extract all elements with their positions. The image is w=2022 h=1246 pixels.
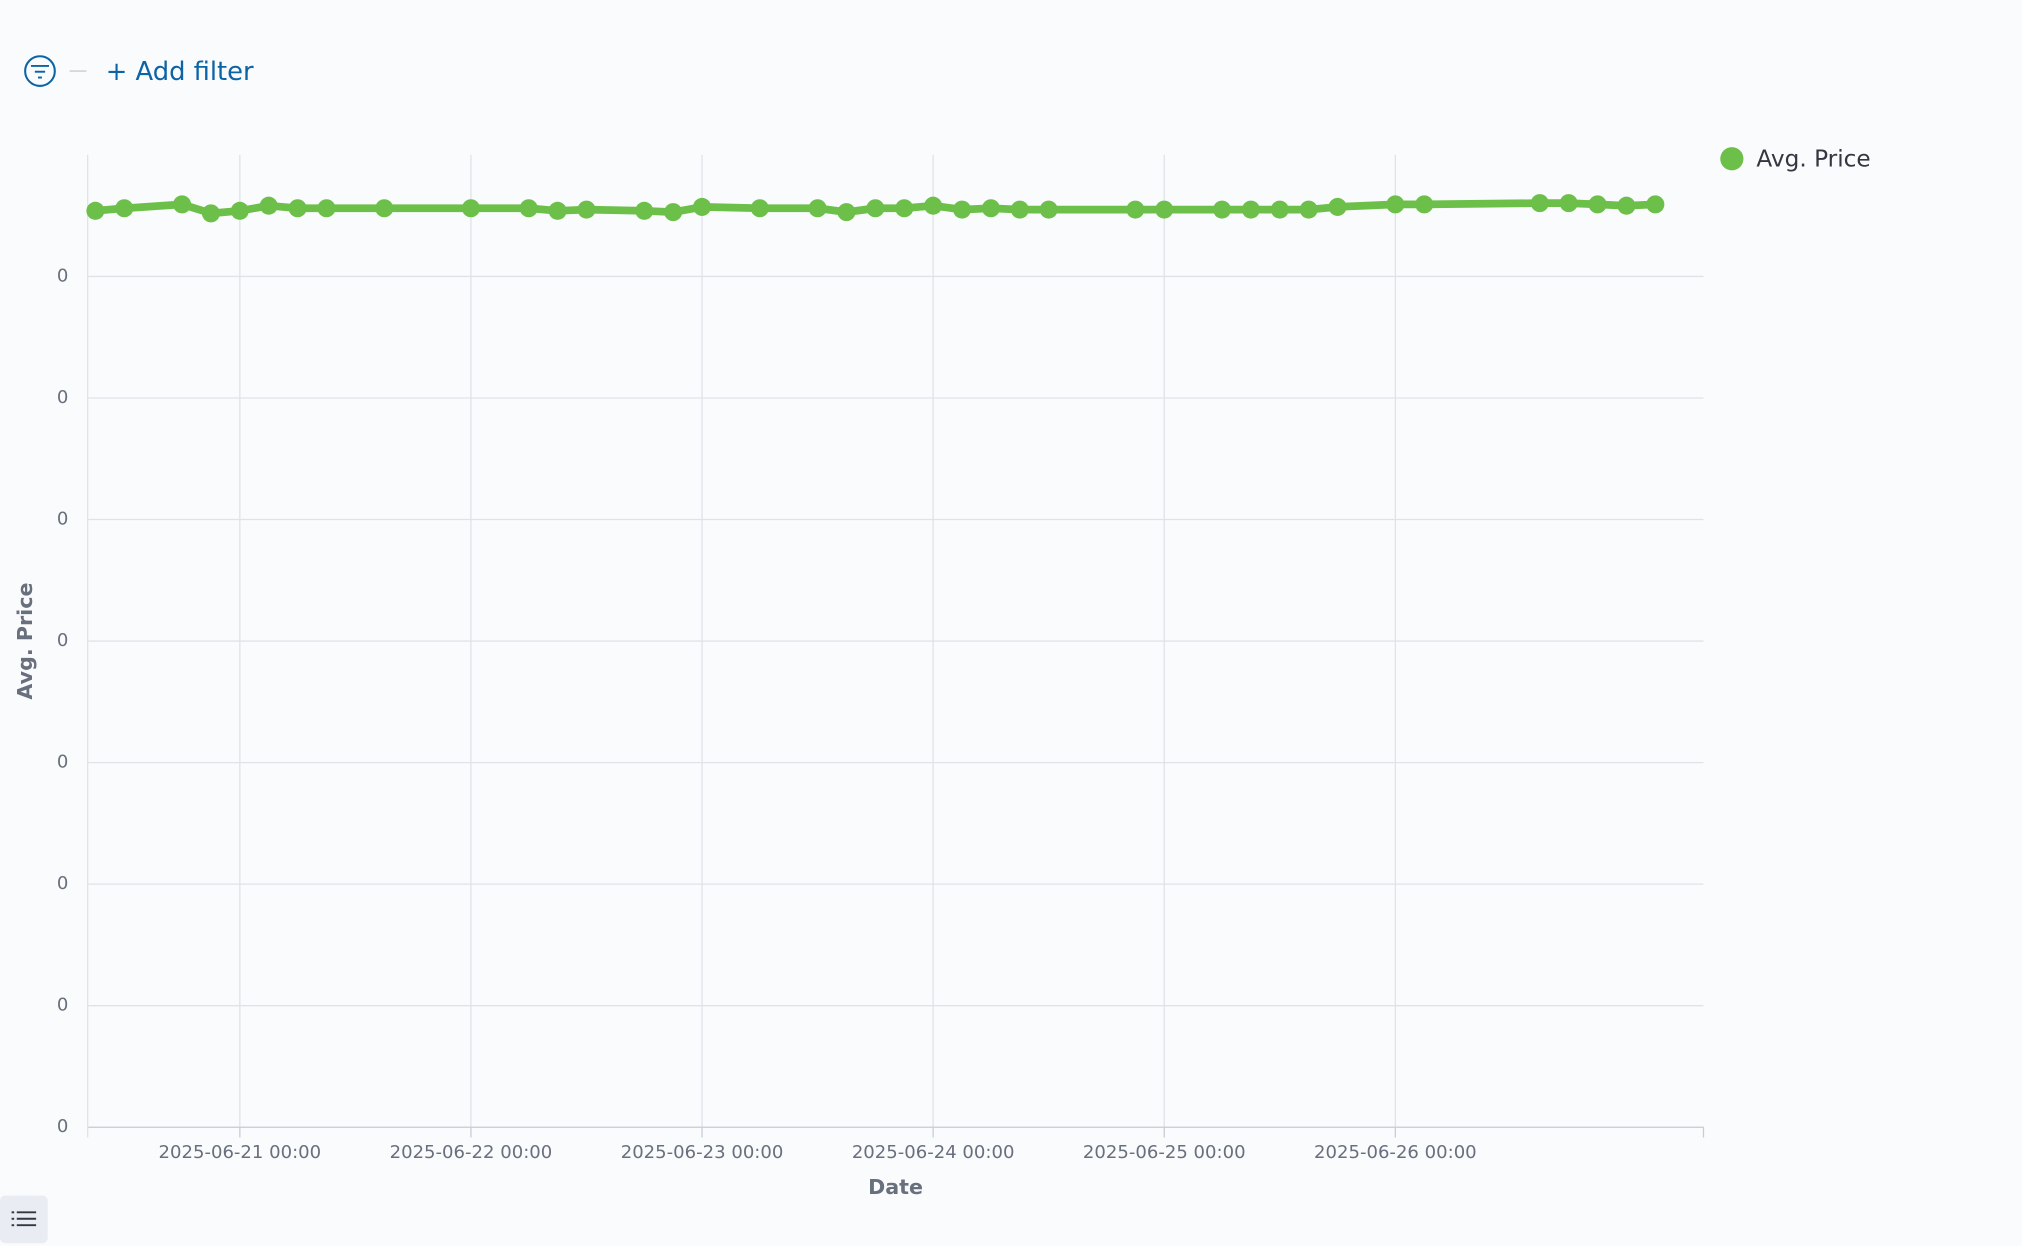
point [664,203,683,222]
y-tick-label: 0 [57,995,68,1016]
point [259,196,278,215]
point [953,200,972,219]
point [693,197,712,216]
point [201,204,220,223]
point [1328,197,1347,216]
point [577,200,596,219]
point [808,199,827,218]
legend-label[interactable]: Avg. Price [1756,146,1870,173]
point [1617,196,1636,215]
y-tick-label: 0 [57,1116,68,1137]
point [895,199,914,218]
add-filter[interactable]: + Add filter [106,57,254,87]
point [86,201,105,220]
x-tick-label: 2025-06-25 00:00 [1083,1142,1246,1163]
point [461,199,480,218]
point [1010,200,1029,219]
point [1559,194,1578,213]
chart: 0 0 0 0 0 0 0 0 2025-06-21 00:00 2025-06-22 00:00… [13,146,1871,1199]
point [1039,200,1058,219]
legend-toggle[interactable] [0,1195,48,1244]
point [288,199,307,218]
point [115,199,134,218]
x-tick-label: 2025-06-26 00:00 [1314,1142,1477,1163]
y-tick-label: 0 [57,752,68,773]
filter-icon[interactable] [24,55,56,87]
point [750,199,769,218]
point [1299,200,1318,219]
y-tick-label: 0 [57,387,68,408]
y-tick-label: 0 [57,509,68,530]
point [1386,195,1405,214]
y-tick-label: 0 [57,265,68,286]
point [981,199,1000,218]
point [1241,200,1260,219]
y-axis-title: Avg. Price [13,583,37,700]
point [519,199,538,218]
point [1126,200,1145,219]
x-tick-label: 2025-06-24 00:00 [852,1142,1015,1163]
point [837,203,856,222]
point [548,201,567,220]
point [1155,200,1174,219]
point [1646,195,1665,214]
point [1212,200,1232,219]
line [95,199,1656,218]
x-tick-label: 2025-06-21 00:00 [159,1142,322,1163]
legend-swatch [1720,147,1744,171]
point [924,196,943,215]
point [1270,200,1289,219]
x-axis-title: Date [868,1175,923,1199]
point [866,199,885,218]
point [173,195,192,214]
point [1588,195,1607,214]
point [1415,195,1434,214]
point [375,199,394,218]
x-tick-label: 2025-06-22 00:00 [390,1142,553,1163]
point [635,201,654,220]
y-tick-label: 0 [57,873,68,894]
point [317,199,336,218]
x-tick-label: 2025-06-23 00:00 [621,1142,784,1163]
point [1530,194,1549,213]
y-tick-label: 0 [57,630,68,651]
point [230,201,249,220]
